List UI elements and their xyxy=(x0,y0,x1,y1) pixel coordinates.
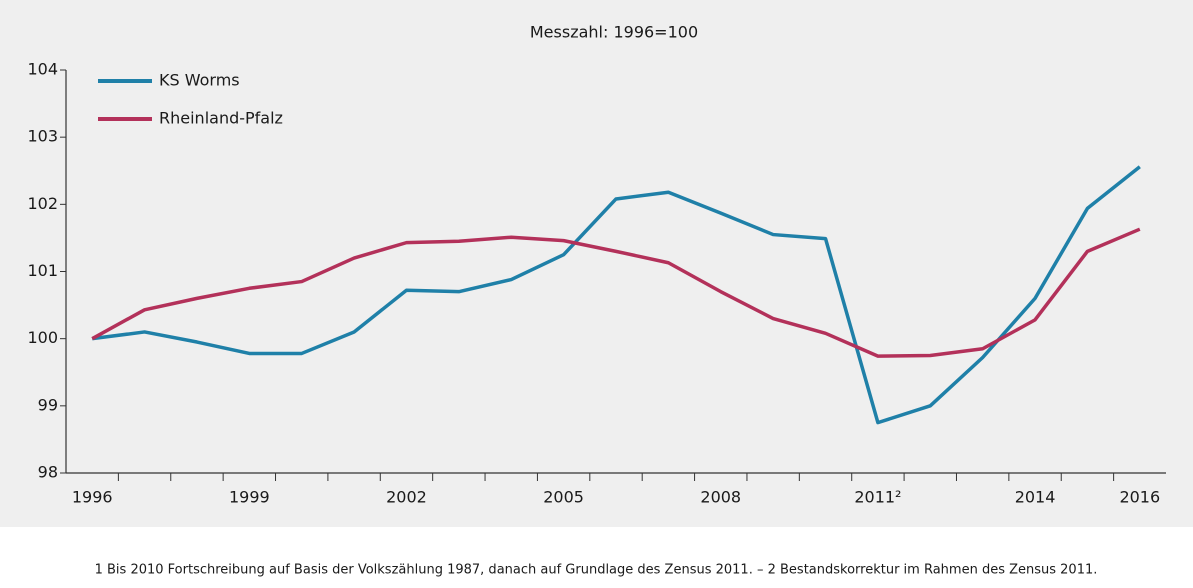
legend-label: Rheinland-Pfalz xyxy=(159,109,283,128)
y-tick-label: 103 xyxy=(27,127,58,146)
y-tick-label: 99 xyxy=(38,395,58,414)
x-tick-label: 2014 xyxy=(1015,488,1056,507)
x-tick-label: 1999 xyxy=(229,488,270,507)
x-tick-label: 2005 xyxy=(543,488,584,507)
legend-label: KS Worms xyxy=(159,71,240,90)
y-tick-label: 102 xyxy=(27,194,58,213)
x-tick-label: 2002 xyxy=(386,488,427,507)
chart-title: Messzahl: 1996=100 xyxy=(530,23,698,42)
x-tick-label: 2016 xyxy=(1119,488,1160,507)
x-tick-label: 1996 xyxy=(72,488,113,507)
x-tick-label: 2011² xyxy=(854,488,901,507)
y-tick-label: 101 xyxy=(27,261,58,280)
plot-background xyxy=(0,0,1193,527)
y-tick-label: 100 xyxy=(27,328,58,347)
y-tick-label: 104 xyxy=(27,60,58,79)
x-tick-label: 2008 xyxy=(700,488,741,507)
series-line xyxy=(91,165,1141,425)
series-line xyxy=(91,227,1141,358)
y-tick-label: 98 xyxy=(38,463,58,482)
footnote: 1 Bis 2010 Fortschreibung auf Basis der … xyxy=(95,563,1098,578)
